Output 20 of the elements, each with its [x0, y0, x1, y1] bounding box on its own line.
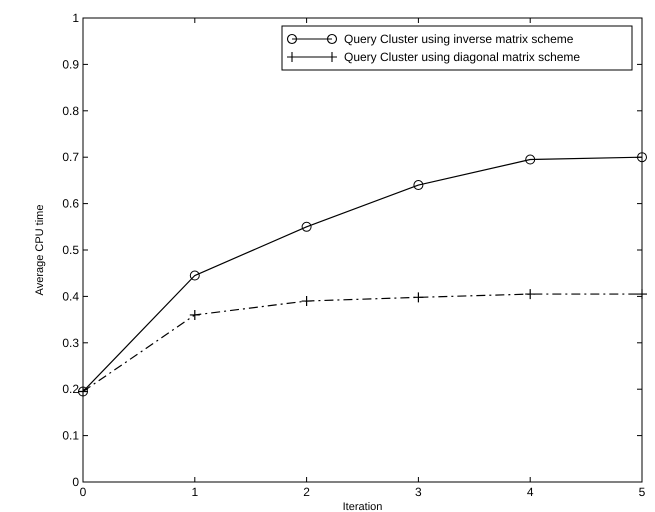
- y-axis-title: Average CPU time: [34, 204, 46, 296]
- y-tick-label: 0.9: [62, 57, 80, 72]
- y-tick-label: 1: [72, 11, 80, 25]
- y-tick-label: 0.6: [62, 196, 80, 211]
- y-tick-label: 0.7: [62, 150, 80, 164]
- y-tick-label: 0: [72, 475, 80, 489]
- x-tick-label: 5: [638, 485, 646, 499]
- legend-label: Query Cluster using diagonal matrix scheme: [344, 50, 580, 64]
- y-tick-label: 0.4: [62, 289, 80, 304]
- x-tick-label: 2: [303, 485, 310, 499]
- x-tick-label: 3: [415, 485, 422, 499]
- x-axis-title: Iteration: [342, 501, 382, 512]
- y-tick-label: 0.5: [62, 243, 80, 257]
- y-tick-label: 0.8: [62, 104, 80, 118]
- x-tick-label: 1: [191, 485, 198, 499]
- y-tick-label: 0.1: [62, 428, 80, 443]
- x-tick-label: 4: [526, 485, 534, 499]
- y-tick-label: 0.2: [62, 382, 80, 396]
- y-tick-label: 0.3: [62, 336, 80, 350]
- legend-label: Query Cluster using inverse matrix scheme: [344, 32, 574, 46]
